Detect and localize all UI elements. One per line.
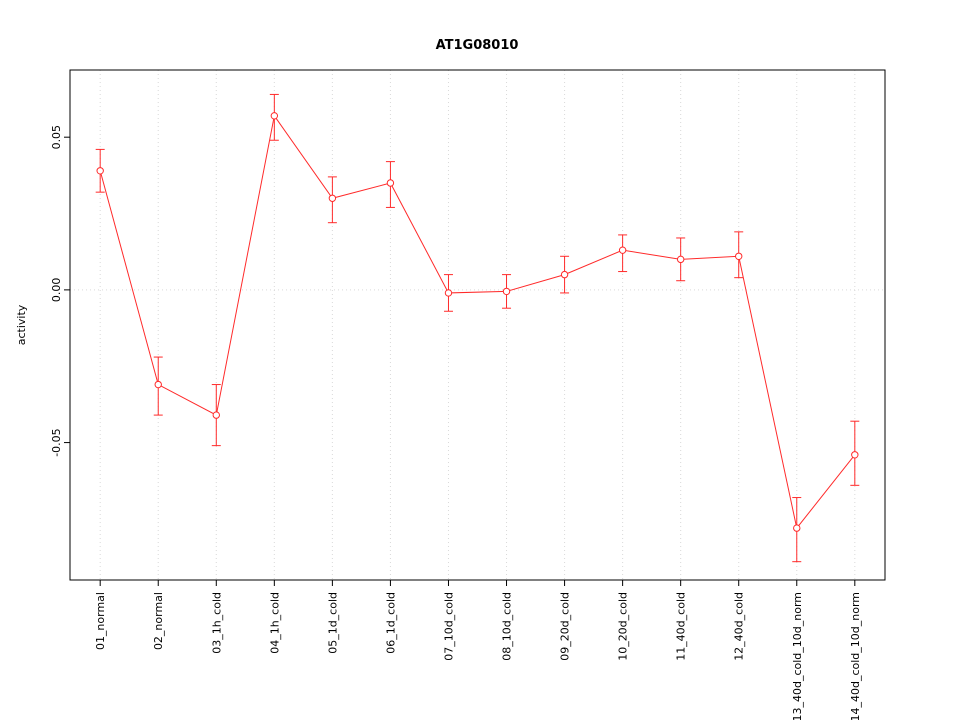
data-point xyxy=(676,255,685,264)
x-tick-label: 10_20d_cold xyxy=(617,592,630,661)
data-point xyxy=(270,112,279,120)
x-tick-label: 08_10d_cold xyxy=(501,592,514,661)
plot-area: 0.05 0.00 -0.05 01_normal 02_normal 03_1h_col… xyxy=(50,69,886,720)
data-point xyxy=(618,246,627,254)
x-tick-label: 13_40d_cold_10d_norm xyxy=(791,592,804,720)
x-tick-label: 12_40d_cold xyxy=(733,592,746,661)
series-line xyxy=(99,114,856,530)
x-tick-label: 14_40d_cold_10d_norm xyxy=(849,592,862,720)
x-tick-label: 02_normal xyxy=(152,592,165,650)
x-tick-label: 01_normal xyxy=(94,592,107,650)
x-tick-label: 11_40d_cold xyxy=(675,592,688,661)
data-point xyxy=(212,411,220,419)
data-point xyxy=(444,289,453,297)
data-point xyxy=(560,270,569,279)
plot-border xyxy=(69,69,886,581)
y-tick-label: -0.05 xyxy=(50,428,63,456)
x-tick-label: 04_1h_cold xyxy=(268,592,281,654)
x-tick-label: 07_10d_cold xyxy=(442,592,455,661)
data-point xyxy=(851,451,859,459)
y-tick-label: 0.05 xyxy=(50,125,63,150)
data-point xyxy=(735,252,743,260)
data-point xyxy=(328,194,337,202)
x-tick-label: 09_20d_cold xyxy=(559,592,572,661)
x-tick-label: 06_1d_cold xyxy=(384,592,397,654)
y-axis-label: activity xyxy=(15,304,28,345)
data-point xyxy=(502,287,511,296)
data-point xyxy=(793,524,801,532)
data-point xyxy=(154,380,162,389)
x-tick-label: 05_1d_cold xyxy=(326,592,339,654)
data-point xyxy=(96,167,104,175)
data-point xyxy=(386,179,395,187)
chart-title: AT1G08010 xyxy=(436,38,519,53)
y-tick-label: 0.00 xyxy=(50,278,63,303)
x-tick-label: 03_1h_cold xyxy=(210,592,223,654)
